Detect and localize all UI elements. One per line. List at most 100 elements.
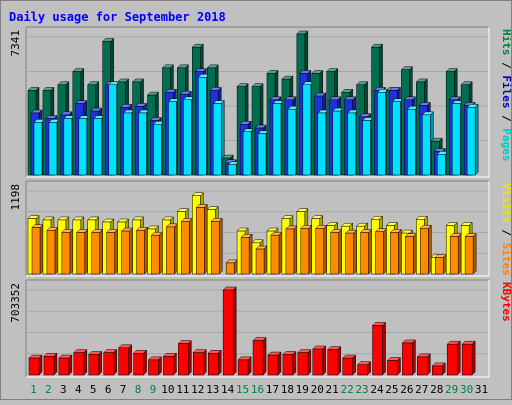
bar-sites-day-21 (330, 228, 343, 275)
x-tick-label: 8 (135, 383, 142, 396)
x-tick-label: 2 (45, 383, 52, 396)
x-axis-day-labels: 1 2 3 4 5 6 7 8 9 10 11 12 13 14 15 16 17 18 19 20 21 22 23 24 2… (30, 383, 488, 396)
panel-top: 7341 Hits / Files / Pages (9, 26, 512, 178)
bar-kbytes-day-5 (88, 350, 103, 376)
bar-sites-day-18 (285, 225, 298, 275)
bar-kbytes-day-19 (297, 349, 312, 376)
bar-kbytes-day-25 (386, 356, 402, 376)
bar-sites-day-10 (165, 223, 179, 275)
legend-bottom: KBytes (500, 282, 512, 322)
x-tick-label: 7 (120, 383, 127, 396)
bar-kbytes-day-16 (252, 336, 267, 376)
bar-kbytes-day-8 (132, 349, 148, 376)
bar-sites-day-5 (91, 228, 104, 275)
y-max-label: 703352 (9, 283, 22, 323)
x-tick-label: 3 (60, 383, 67, 396)
bar-kbytes-day-15 (237, 356, 252, 376)
x-tick-label: 11 (176, 383, 189, 396)
bar-sites-day-8 (135, 226, 149, 275)
legend-middle: Visits / Sites (500, 183, 512, 276)
legend-entry: Files (500, 75, 512, 108)
bar-sites-day-15 (240, 233, 253, 275)
bar-kbytes-day-14 (222, 286, 237, 376)
x-tick-label: 30 (460, 383, 473, 396)
y-max-label: 7341 (9, 30, 22, 57)
legend-separator: / (500, 109, 512, 129)
x-tick-label: 26 (400, 383, 413, 396)
bar-sites-day-11 (180, 217, 193, 275)
bar-sites-day-7 (121, 227, 134, 275)
panel-middle: 1198 Visits / Sites (9, 180, 512, 277)
x-tick-label: 24 (370, 383, 384, 396)
x-tick-label: 25 (385, 383, 398, 396)
bar-kbytes-day-13 (207, 349, 222, 376)
x-tick-label: 1 (30, 383, 37, 396)
bar-kbytes-day-20 (312, 345, 327, 376)
bar-kbytes-day-27 (416, 353, 431, 376)
bar-kbytes-day-4 (73, 349, 88, 376)
legend-separator: / (500, 223, 512, 243)
bar-sites-day-6 (106, 228, 119, 275)
x-tick-label: 21 (326, 383, 339, 396)
bar-kbytes-day-21 (327, 346, 342, 376)
x-tick-label: 27 (415, 383, 428, 396)
legend-top: Hits / Files / Pages (500, 29, 512, 162)
bar-sites-day-12 (195, 203, 208, 275)
bar-kbytes-day-22 (342, 354, 357, 376)
panel-bottom: 703352 KBytes (9, 279, 512, 378)
bar-sites-day-22 (345, 229, 358, 275)
bar-kbytes-day-1 (28, 354, 43, 376)
x-tick-label: 9 (150, 383, 157, 396)
x-tick-label: 29 (445, 383, 458, 396)
x-tick-label: 10 (161, 383, 174, 396)
x-tick-label: 20 (311, 383, 324, 396)
bar-sites-day-16 (255, 245, 268, 275)
legend-entry: Visits (500, 183, 512, 223)
y-max-label: 1198 (9, 184, 22, 211)
bar-sites-day-29 (449, 232, 462, 275)
bar-pages-day-30 (466, 103, 479, 176)
bar-sites-day-9 (150, 231, 164, 275)
bar-kbytes-day-18 (282, 350, 297, 376)
bar-kbytes-day-3 (58, 354, 73, 376)
bar-sites-day-14 (225, 259, 238, 275)
legend-separator: / (500, 56, 512, 76)
bar-sites-day-30 (464, 232, 477, 275)
bar-kbytes-day-6 (103, 349, 118, 376)
bar-kbytes-day-23 (356, 361, 372, 376)
legend-entry: Hits (500, 29, 512, 56)
bar-sites-day-24 (374, 228, 388, 275)
legend-entry: Pages (500, 128, 512, 161)
bar-sites-day-26 (404, 232, 417, 275)
x-tick-label: 14 (221, 383, 235, 396)
x-tick-label: 12 (191, 383, 204, 396)
bar-kbytes-day-30 (461, 340, 476, 376)
chart-title: Daily usage for September 2018 (9, 10, 226, 24)
bar-kbytes-day-9 (147, 356, 163, 376)
bar-sites-day-23 (359, 228, 373, 275)
bar-kbytes-day-10 (162, 352, 178, 376)
x-tick-label: 17 (266, 383, 279, 396)
bar-kbytes-day-2 (43, 352, 58, 376)
legend-entry: Sites (500, 243, 512, 276)
bar-kbytes-day-24 (371, 321, 387, 376)
chart-panels: 7341 Hits / Files / Pages 1198 Visits / Sit… (9, 26, 512, 378)
x-tick-label: 22 (340, 383, 353, 396)
bar-sites-day-17 (270, 231, 283, 275)
bar-sites-day-3 (61, 228, 74, 275)
bar-kbytes-day-12 (192, 349, 207, 376)
bar-sites-day-4 (76, 228, 89, 275)
bar-sites-day-25 (389, 228, 403, 275)
x-tick-label: 4 (75, 383, 82, 396)
legend-entry: KBytes (500, 282, 512, 322)
bar-sites-day-13 (210, 217, 223, 275)
bar-kbytes-day-17 (267, 351, 282, 376)
x-tick-label: 6 (105, 383, 112, 396)
x-tick-label: 31 (475, 383, 488, 396)
bar-kbytes-day-29 (446, 340, 461, 376)
bar-sites-day-20 (315, 224, 328, 275)
x-tick-label: 18 (281, 383, 294, 396)
bar-sites-day-19 (300, 224, 313, 275)
